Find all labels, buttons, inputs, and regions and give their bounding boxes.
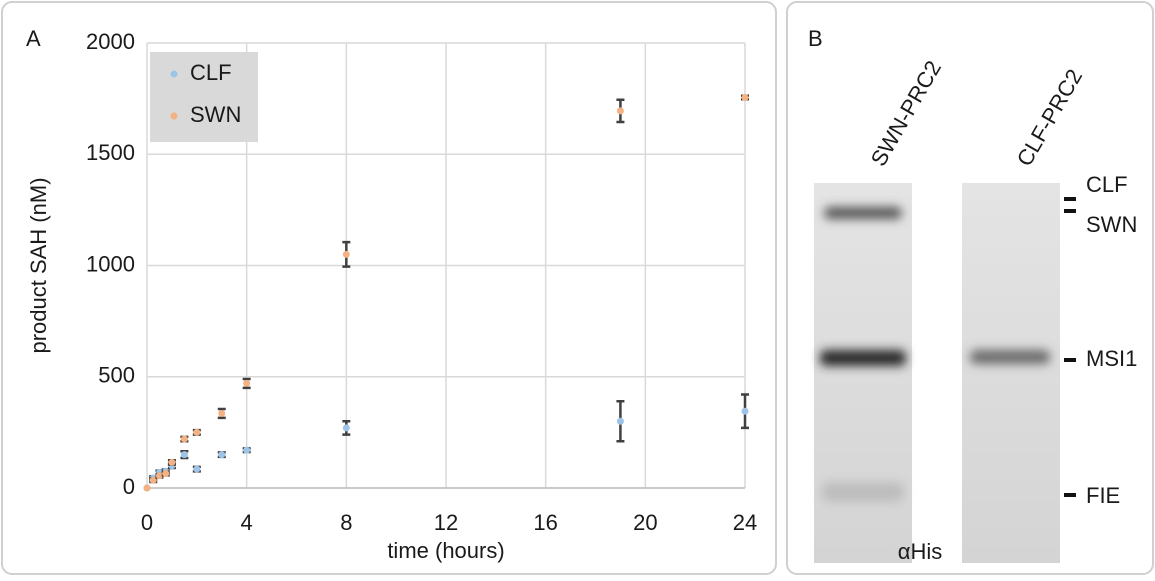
data-point [162, 470, 169, 477]
data-point [144, 485, 151, 492]
band-label: SWN [1086, 212, 1137, 237]
y-tick-label: 1000 [86, 251, 135, 276]
band-label: MSI1 [1086, 346, 1137, 371]
antibody-label: αHis [898, 539, 943, 564]
figure: A B 0 500 1000 1500 2000 0 4 8 12 16 20 24 time (hou… [0, 0, 1155, 576]
gel-lane [814, 183, 912, 563]
x-tick-label: 4 [241, 510, 253, 535]
x-tick-label: 20 [633, 510, 657, 535]
lane-label: SWN-PRC2 [866, 56, 946, 170]
band [970, 350, 1050, 364]
band [824, 207, 902, 219]
legend-label: SWN [190, 102, 241, 127]
data-point [181, 436, 188, 443]
data-point [181, 451, 188, 458]
band-label: FIE [1086, 483, 1120, 508]
page: A B 0 500 1000 1500 2000 0 4 8 12 16 20 24 time (hou… [0, 0, 1155, 581]
y-tick-label: 2000 [86, 29, 135, 54]
data-point [168, 459, 175, 466]
x-tick-label: 12 [434, 510, 458, 535]
x-tick-label: 8 [340, 510, 352, 535]
band-label: CLF [1086, 172, 1128, 197]
legend-marker [171, 71, 178, 78]
x-axis-title: time (hours) [387, 538, 504, 563]
data-point [742, 94, 749, 101]
y-tick-label: 1500 [86, 140, 135, 165]
data-point [742, 408, 749, 415]
data-point [218, 410, 225, 417]
gel-lane [962, 183, 1060, 563]
x-tick-label: 24 [733, 510, 757, 535]
panel-label: A [26, 26, 41, 51]
blot: SWN-PRC2 CLF-PRC2 CLF SWN MSI1 FIE αHis [814, 56, 1137, 564]
lane-label: CLF-PRC2 [1012, 65, 1087, 171]
data-point [218, 451, 225, 458]
x-tick-label: 0 [141, 510, 153, 535]
band [822, 482, 904, 502]
x-tick-label: 16 [533, 510, 557, 535]
data-point [243, 447, 250, 454]
data-point [617, 107, 624, 114]
data-point [343, 251, 350, 258]
y-tick-label: 500 [98, 363, 135, 388]
panel-label: B [808, 26, 823, 51]
data-point [343, 424, 350, 431]
y-tick-label: 0 [123, 474, 135, 499]
band [820, 350, 906, 366]
data-point [193, 429, 200, 436]
legend-label: CLF [190, 60, 232, 85]
data-point [243, 380, 250, 387]
y-axis-title: product SAH (nM) [26, 177, 51, 353]
data-point [193, 466, 200, 473]
data-point [617, 418, 624, 425]
legend-marker [171, 113, 178, 120]
plot-area: 0 500 1000 1500 2000 0 4 8 12 16 20 24 time (hours) p… [26, 29, 757, 563]
